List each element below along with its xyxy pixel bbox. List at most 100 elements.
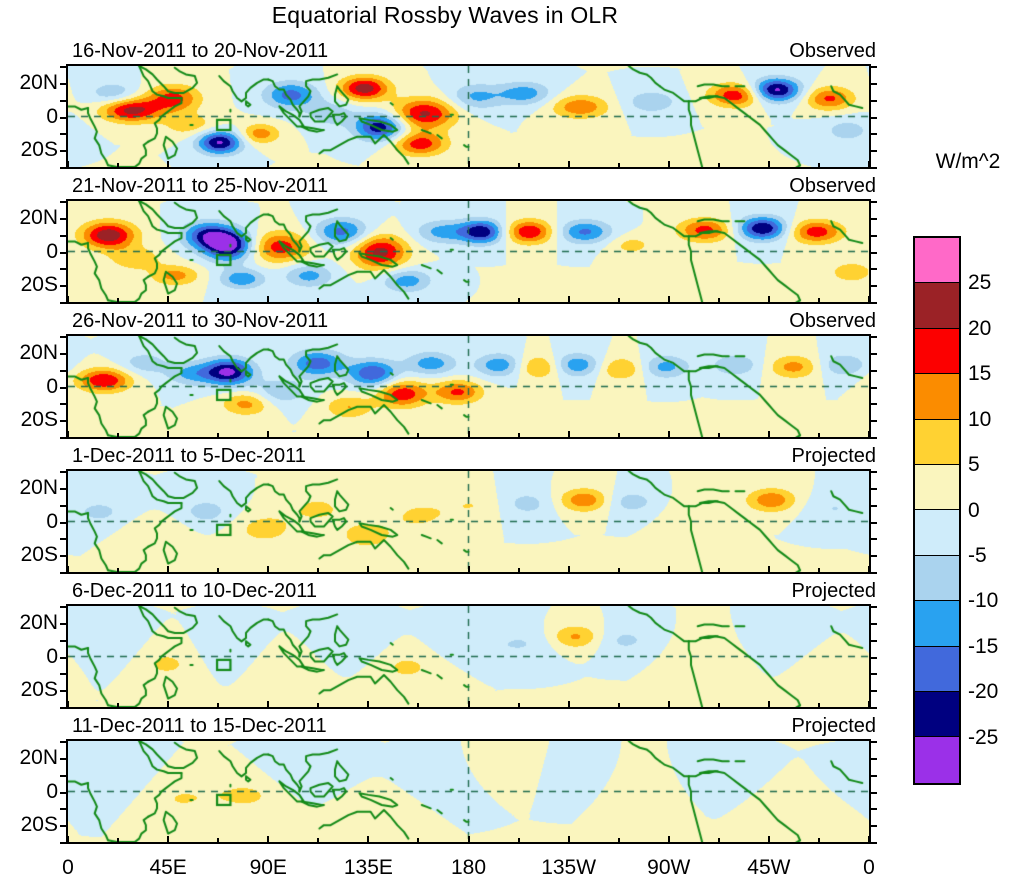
y-tick-mark (870, 167, 877, 169)
x-minor-tick-mark (817, 838, 820, 843)
x-tick-label-135E: 135E (343, 856, 393, 879)
x-minor-tick-mark (167, 433, 170, 438)
y-tick-mark (60, 403, 67, 406)
y-tick-mark (60, 606, 67, 608)
x-minor-tick-mark (267, 298, 270, 303)
colorbar[interactable] (913, 236, 961, 785)
y-tick-mark (60, 504, 67, 507)
x-minor-tick-mark (567, 298, 570, 303)
colorbar-tick-5: 5 (968, 453, 980, 477)
x-minor-tick-mark (868, 703, 870, 708)
x-minor-tick-mark (717, 163, 720, 168)
colorbar-band-4 (915, 419, 959, 466)
x-minor-tick-mark (717, 568, 720, 573)
y-tick-mark (870, 774, 877, 777)
x-minor-tick-mark (817, 703, 820, 708)
y-tick-mark (60, 82, 67, 85)
x-tick-label-135W: 135W (541, 856, 597, 879)
y-tick-mark (870, 251, 877, 254)
x-minor-tick-mark (217, 163, 220, 168)
x-minor-tick-mark (417, 433, 420, 438)
x-minor-tick-mark (517, 298, 520, 303)
x-minor-tick-mark (767, 298, 770, 303)
x-minor-tick-mark (267, 838, 270, 843)
y-tick-mark (60, 167, 67, 169)
x-minor-tick-mark (517, 703, 520, 708)
y-tick-mark (60, 791, 67, 794)
x-minor-tick-mark (767, 163, 770, 168)
y-tick-mark (870, 791, 877, 794)
x-tick-label-0: 0 (62, 856, 74, 879)
colorbar-band-5 (915, 465, 959, 511)
x-minor-tick-mark (317, 838, 320, 843)
map-panel-4 (66, 469, 871, 574)
x-minor-tick-mark (217, 838, 220, 843)
y-tick-label-p4-20S: 20S (20, 543, 58, 567)
y-tick-label-p3-0: 0 (46, 374, 58, 398)
x-minor-tick-mark (717, 298, 720, 303)
x-minor-tick-mark (817, 298, 820, 303)
x-minor-tick-mark (617, 433, 620, 438)
y-tick-mark (60, 471, 67, 473)
x-minor-tick-mark (467, 163, 470, 168)
x-minor-tick-mark (267, 703, 270, 708)
y-tick-label-p2-20N: 20N (19, 205, 58, 229)
y-tick-mark (60, 302, 67, 304)
y-tick-mark (60, 639, 67, 642)
page-title: Equatorial Rossby Waves in OLR (271, 2, 619, 28)
y-tick-mark (60, 538, 67, 541)
y-tick-label-p2-20S: 20S (20, 273, 58, 297)
colorbar-tick-10: 10 (968, 407, 992, 431)
x-minor-tick-mark (417, 163, 420, 168)
x-minor-tick-mark (617, 703, 620, 708)
y-tick-mark (60, 521, 67, 524)
colorbar-band-3 (915, 374, 959, 420)
y-tick-mark (60, 116, 67, 119)
x-minor-tick-mark (417, 298, 420, 303)
colorbar-tick--15: -15 (968, 634, 999, 658)
y-tick-mark (60, 285, 67, 288)
y-tick-label-p6-20N: 20N (19, 745, 58, 769)
y-tick-mark (870, 471, 877, 473)
colorbar-tick-0: 0 (968, 498, 980, 522)
x-minor-tick-mark (617, 163, 620, 168)
y-tick-mark (870, 99, 877, 102)
x-minor-tick-mark (317, 433, 320, 438)
y-tick-mark (870, 487, 877, 490)
y-tick-mark (60, 201, 67, 203)
x-minor-tick-mark (617, 298, 620, 303)
y-tick-mark (870, 757, 877, 760)
x-minor-tick-mark (317, 163, 320, 168)
x-minor-tick-mark (67, 838, 69, 843)
x-minor-tick-mark (367, 568, 370, 573)
panel-status-label-2: Observed (789, 175, 876, 197)
y-tick-label-p5-20N: 20N (19, 610, 58, 634)
y-tick-mark (870, 285, 877, 288)
y-tick-mark (870, 352, 877, 355)
x-minor-tick-mark (467, 838, 470, 843)
colorbar-tick--10: -10 (968, 589, 999, 613)
x-minor-tick-mark (717, 838, 720, 843)
y-tick-mark (870, 217, 877, 220)
x-minor-tick-mark (417, 703, 420, 708)
x-minor-tick-mark (367, 163, 370, 168)
y-tick-label-p5-0: 0 (46, 644, 58, 668)
x-minor-tick-mark (467, 568, 470, 573)
y-tick-mark (60, 386, 67, 389)
y-tick-mark (60, 133, 67, 136)
x-minor-tick-mark (667, 703, 670, 708)
x-minor-tick-mark (367, 703, 370, 708)
y-tick-mark (60, 352, 67, 355)
y-tick-mark (870, 538, 877, 541)
y-tick-mark (60, 150, 67, 153)
x-tick-label-90W: 90W (647, 856, 691, 879)
x-minor-tick-mark (117, 163, 120, 168)
y-tick-mark (60, 842, 67, 844)
x-minor-tick-mark (417, 568, 420, 573)
y-tick-label-p3-20S: 20S (20, 408, 58, 432)
y-tick-mark (60, 234, 67, 237)
colorbar-tick-25: 25 (968, 271, 992, 295)
x-minor-tick-mark (167, 838, 170, 843)
y-tick-mark (870, 656, 877, 659)
y-tick-mark (60, 690, 67, 693)
